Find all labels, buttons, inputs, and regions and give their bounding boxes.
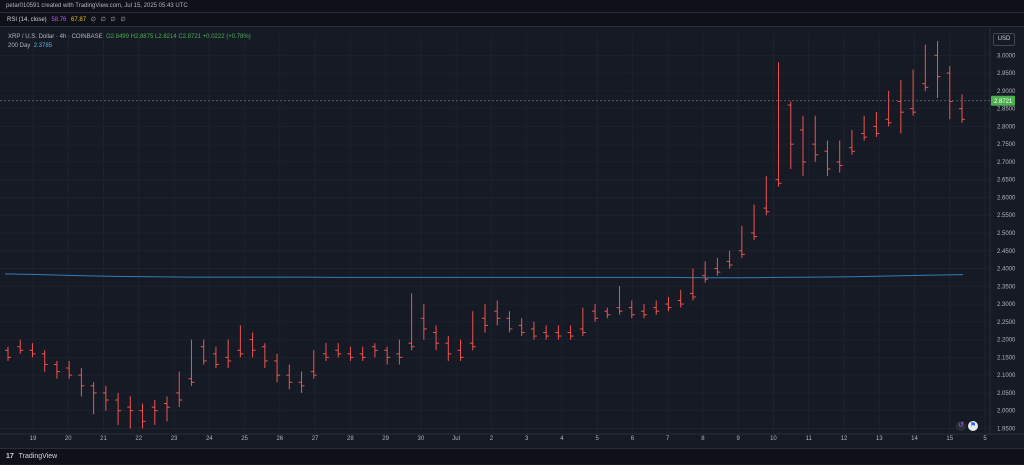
x-tick-label: 19: [30, 436, 37, 442]
chart-legend: XRP / U.S. Dollar · 4h · COINBASE O2.849…: [8, 33, 251, 51]
currency-button[interactable]: USD: [993, 33, 1015, 46]
ma-200-line: [4, 273, 964, 279]
x-tick-label: 2: [490, 436, 494, 442]
x-tick-label: 24: [206, 436, 213, 442]
rsi-extra-1: ∅: [90, 17, 96, 23]
x-tick-label: 28: [347, 436, 354, 442]
x-tick-label: 8: [701, 436, 705, 442]
replay-icon[interactable]: ↺: [956, 421, 966, 431]
x-tick-label: 3: [525, 436, 529, 442]
y-tick-label: 2.1500: [997, 355, 1016, 361]
x-tick-label: 4: [560, 436, 564, 442]
x-tick-label: 6: [631, 436, 635, 442]
y-tick-label: 2.3000: [997, 302, 1016, 308]
x-tick-label: 9: [737, 436, 741, 442]
ohlc-values: O2.8499 H2.8875 L2.8214 C2.8721 +0.0222 …: [105, 34, 251, 40]
tradingview-logo-icon[interactable]: 17: [6, 453, 14, 460]
rsi-indicator-row[interactable]: RSI (14, close) 58.76 67.87 ∅ ∅ ∅ ∅: [0, 13, 1024, 27]
flag-icon[interactable]: ⚑: [968, 421, 978, 431]
y-tick-label: 2.1000: [997, 373, 1016, 379]
y-tick-label: 2.6000: [997, 195, 1016, 201]
x-tick-label: 10: [770, 436, 777, 442]
y-tick-label: 2.8500: [997, 107, 1016, 113]
x-tick-label: 23: [171, 436, 178, 442]
x-tick-label: 20: [65, 436, 72, 442]
ma-value: 2.3785: [33, 43, 53, 49]
x-tick-label: 29: [382, 436, 389, 442]
x-tick-label: 15: [946, 436, 953, 442]
y-tick-label: 2.3500: [997, 284, 1016, 290]
chart-background: [0, 28, 1024, 448]
x-tick-label: 26: [276, 436, 283, 442]
chart-credit-bar: petar010591 created with TradingView.com…: [0, 0, 1024, 13]
y-tick-label: 2.0500: [997, 391, 1016, 397]
ma-label[interactable]: 200 Day: [8, 43, 31, 49]
y-tick-label: 2.0000: [997, 409, 1016, 415]
x-tick-label: 21: [100, 436, 107, 442]
credit-text: petar010591 created with TradingView.com…: [6, 3, 188, 9]
y-tick-label: 2.9000: [997, 89, 1016, 95]
y-tick-label: 2.4500: [997, 249, 1016, 255]
y-tick-label: 1.9500: [997, 426, 1016, 432]
y-tick-label: 2.5000: [997, 231, 1016, 237]
x-tick-label: 22: [135, 436, 142, 442]
x-tick-label: 12: [841, 436, 848, 442]
x-tick-label: 5: [983, 436, 987, 442]
y-tick-label: 2.5500: [997, 213, 1016, 219]
x-tick-label: 13: [876, 436, 883, 442]
x-tick-label: 27: [312, 436, 319, 442]
rsi-value-1: 58.76: [51, 17, 67, 23]
y-tick-label: 3.0000: [997, 53, 1016, 59]
rsi-extra-3: ∅: [110, 17, 116, 23]
x-tick-label: 5: [595, 436, 599, 442]
footer-bar: 17 TradingView: [0, 448, 1024, 464]
y-tick-label: 2.2000: [997, 338, 1016, 344]
x-tick-label: 25: [241, 436, 248, 442]
rsi-extra-4: ∅: [120, 17, 126, 23]
price-chart[interactable]: 3.0000 2.9500 2.9000 2.8500 2.8000 2.7500 2.70…: [0, 28, 1024, 448]
y-tick-label: 2.4000: [997, 267, 1016, 273]
y-tick-label: 2.2500: [997, 320, 1016, 326]
y-tick-label: 2.7500: [997, 142, 1016, 148]
last-price-badge: [991, 95, 1015, 106]
last-price-label: 2.8721: [994, 99, 1013, 105]
y-tick-label: 2.8000: [997, 124, 1016, 130]
y-tick-label: 2.6500: [997, 178, 1016, 184]
x-tick-label: 11: [806, 436, 813, 442]
x-tick-label: 30: [418, 436, 425, 442]
brand-name[interactable]: TradingView: [18, 453, 58, 460]
x-tick-label: Jul: [452, 436, 460, 442]
y-tick-label: 2.7000: [997, 160, 1016, 166]
rsi-label: RSI (14, close): [7, 17, 47, 23]
symbol-line[interactable]: XRP / U.S. Dollar · 4h · COINBASE: [8, 34, 103, 40]
x-tick-label: 14: [911, 436, 918, 442]
rsi-value-2: 67.87: [71, 17, 87, 23]
y-tick-label: 2.9500: [997, 71, 1016, 77]
x-tick-label: 7: [666, 436, 670, 442]
rsi-extra-2: ∅: [100, 17, 106, 23]
